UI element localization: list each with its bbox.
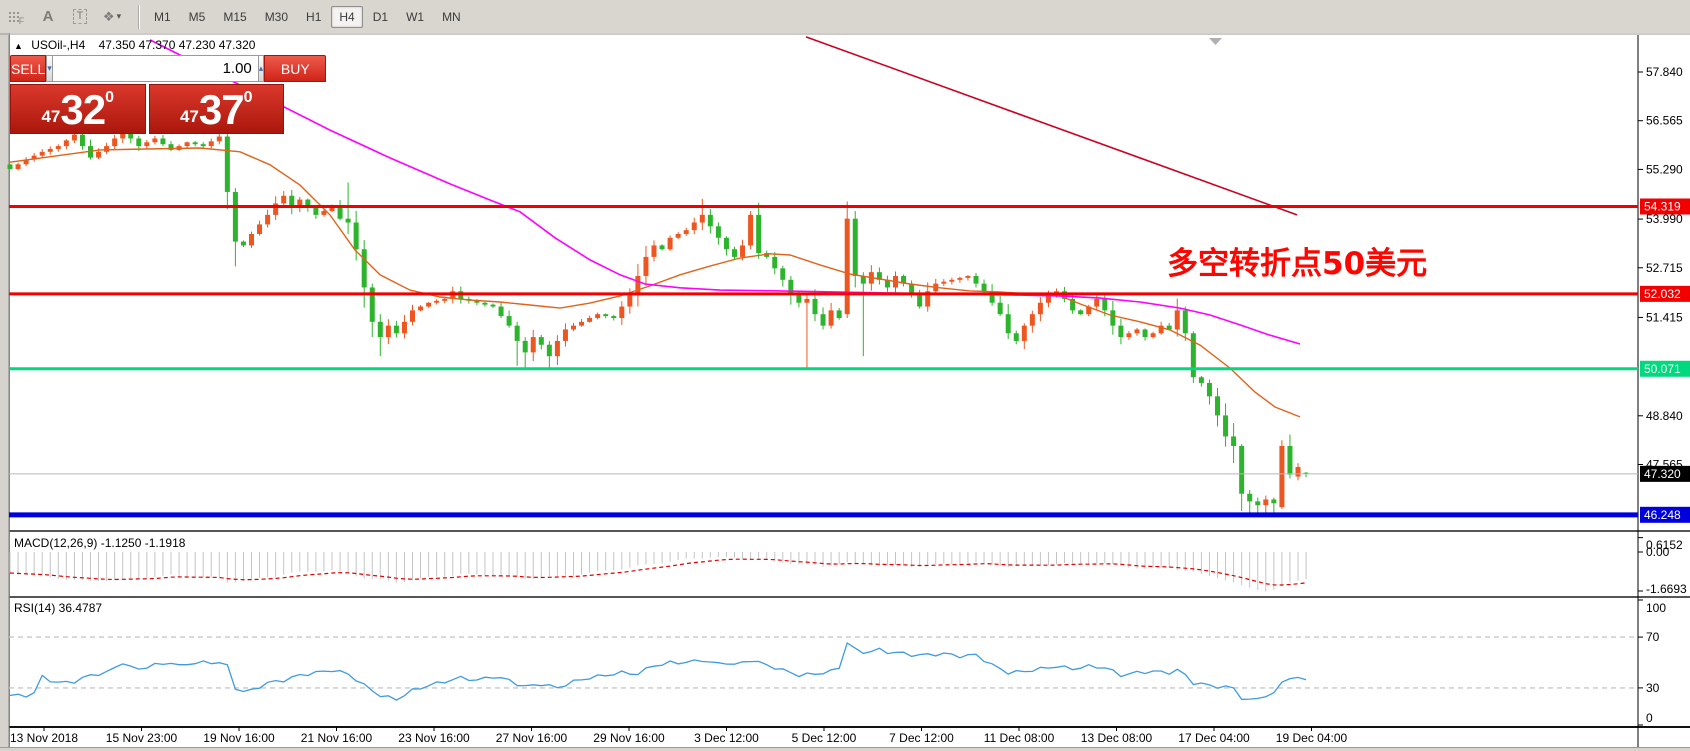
timeframe-button-h1[interactable]: H1 (306, 9, 322, 24)
svg-text:52.032: 52.032 (1644, 287, 1681, 301)
horizontal-levels (9, 205, 1638, 518)
ma-magenta-line (149, 39, 1301, 345)
chart-title: ▲ USOil-,H4 47.350 47.370 47.230 47.320 (14, 38, 255, 52)
svg-text:11 Dec 08:00: 11 Dec 08:00 (984, 731, 1055, 745)
timeframe-group: M1 M5 M15 M30 H1 H4 D1 W1 MN (145, 5, 470, 28)
macd-panel (9, 552, 1307, 592)
svg-text:70: 70 (1646, 630, 1660, 644)
timeframe-button-m5[interactable]: M5 (188, 9, 206, 24)
svg-text:7 Dec 12:00: 7 Dec 12:00 (889, 731, 954, 745)
toolbar: F A T ❖ ▾ M1 M5 M15 M30 H1 H4 D1 W1 MN (0, 0, 1690, 34)
grid-f-icon[interactable]: F (2, 4, 30, 30)
timeframe-button-mn[interactable]: MN (442, 9, 461, 24)
svg-text:55.290: 55.290 (1646, 162, 1683, 176)
rsi-axis: 100 70 30 0 (1638, 599, 1666, 726)
svg-text:56.565: 56.565 (1646, 114, 1683, 128)
rsi-panel (9, 636, 1638, 701)
volume-increase-button[interactable]: ▴ (257, 55, 265, 82)
timeframe-button-m15[interactable]: M15 (223, 9, 247, 24)
timeframe-button-h4[interactable]: H4 (331, 5, 363, 28)
svg-text:54.319: 54.319 (1644, 200, 1681, 214)
svg-text:53.990: 53.990 (1646, 212, 1683, 226)
timeframe-button-d1[interactable]: D1 (372, 9, 389, 24)
ask-prefix: 47 (179, 107, 199, 126)
sell-button[interactable]: SELL (10, 55, 47, 82)
svg-text:52.715: 52.715 (1646, 261, 1683, 275)
svg-text:29 Nov 16:00: 29 Nov 16:00 (593, 731, 665, 745)
svg-text:51.415: 51.415 (1646, 310, 1683, 324)
macd-signal-line (9, 558, 1307, 586)
text-label-icon[interactable]: A (42, 8, 54, 25)
timeframe-button-m30[interactable]: M30 (264, 9, 289, 24)
svg-text:5 Dec 12:00: 5 Dec 12:00 (792, 731, 857, 745)
timeframe-button-w1[interactable]: W1 (406, 9, 425, 24)
ma-magenta (149, 39, 1301, 345)
bid-pip-digit: 0 (105, 89, 115, 106)
svg-text:-1.6693: -1.6693 (1646, 582, 1687, 596)
ask-pip-digit: 0 (243, 89, 253, 106)
volume-decrease-button[interactable]: ▾ (46, 55, 53, 82)
ask-quote-button[interactable]: 47 37 0 (148, 84, 284, 134)
ma-orange-line (9, 147, 1301, 418)
svg-text:48.840: 48.840 (1646, 409, 1683, 423)
svg-text:100: 100 (1646, 601, 1666, 615)
shapes-arrows-icon[interactable]: ❖ ▾ (102, 8, 122, 24)
chart-background (0, 33, 1690, 747)
collapse-triangle-icon[interactable]: ▲ (14, 41, 23, 51)
chart-annotation-text: 多空转折点50美元 (1167, 246, 1428, 282)
toolbar-separator (138, 4, 139, 29)
bid-quote-button[interactable]: 47 32 0 (10, 84, 146, 134)
timeframe-button-m1[interactable]: M1 (154, 9, 171, 24)
svg-text:3 Dec 12:00: 3 Dec 12:00 (694, 731, 759, 745)
chevron-down-icon: ▾ (116, 11, 122, 21)
grid-f-letter: F (18, 15, 25, 26)
dot-grid-glyph (7, 11, 21, 22)
svg-text:17 Dec 04:00: 17 Dec 04:00 (1178, 731, 1250, 745)
symbol-period-label: USOil-,H4 (31, 38, 86, 52)
price-axis: 57.840 56.565 55.290 53.990 52.715 51.415 48.8… (1638, 65, 1690, 523)
ask-main-digits: 37 (198, 86, 245, 133)
date-axis: 13 Nov 2018 15 Nov 23:00 19 Nov 16:00 21 No… (10, 727, 1348, 745)
svg-text:23 Nov 16:00: 23 Nov 16:00 (398, 731, 470, 745)
candlestick-series (7, 128, 1309, 515)
svg-text:47.320: 47.320 (1644, 467, 1681, 481)
svg-text:0.00: 0.00 (1646, 545, 1670, 559)
svg-text:21 Nov 16:00: 21 Nov 16:00 (301, 731, 373, 745)
bottom-window-rail (0, 747, 1690, 751)
bid-main-digits: 32 (60, 86, 106, 133)
buy-button[interactable]: BUY (264, 55, 327, 82)
panel-frames (0, 33, 1690, 747)
ma-orange (9, 147, 1301, 418)
svg-text:0.6152: 0.6152 (1646, 538, 1683, 552)
svg-text:57.840: 57.840 (1646, 65, 1683, 79)
ohlc-values: 47.350 47.370 47.230 47.320 (98, 38, 256, 52)
descending-trendline (805, 36, 1298, 216)
svg-text:19 Nov 16:00: 19 Nov 16:00 (203, 731, 275, 745)
volume-input[interactable] (52, 55, 258, 82)
svg-text:0: 0 (1646, 711, 1653, 725)
svg-text:46.248: 46.248 (1644, 508, 1681, 522)
trendline (805, 36, 1298, 216)
svg-text:13 Dec 08:00: 13 Dec 08:00 (1081, 731, 1153, 745)
svg-text:50.071: 50.071 (1644, 362, 1681, 376)
svg-text:13 Nov 2018: 13 Nov 2018 (10, 731, 78, 745)
text-box-icon[interactable]: T (66, 4, 94, 30)
macd-label: MACD(12,26,9) -1.1250 -1.1918 (14, 536, 186, 550)
bid-prefix: 47 (41, 107, 61, 126)
chart-shift-marker-icon (1209, 38, 1222, 45)
svg-text:27 Nov 16:00: 27 Nov 16:00 (496, 731, 568, 745)
one-click-trading-panel: SELL ▾ ▴ BUY 47 32 0 47 37 0 (10, 55, 327, 135)
svg-text:19 Dec 04:00: 19 Dec 04:00 (1276, 731, 1348, 745)
rsi-line (9, 641, 1307, 701)
svg-text:15 Nov 23:00: 15 Nov 23:00 (106, 731, 178, 745)
rsi-label: RSI(14) 36.4787 (14, 601, 103, 615)
svg-text:30: 30 (1646, 681, 1660, 695)
